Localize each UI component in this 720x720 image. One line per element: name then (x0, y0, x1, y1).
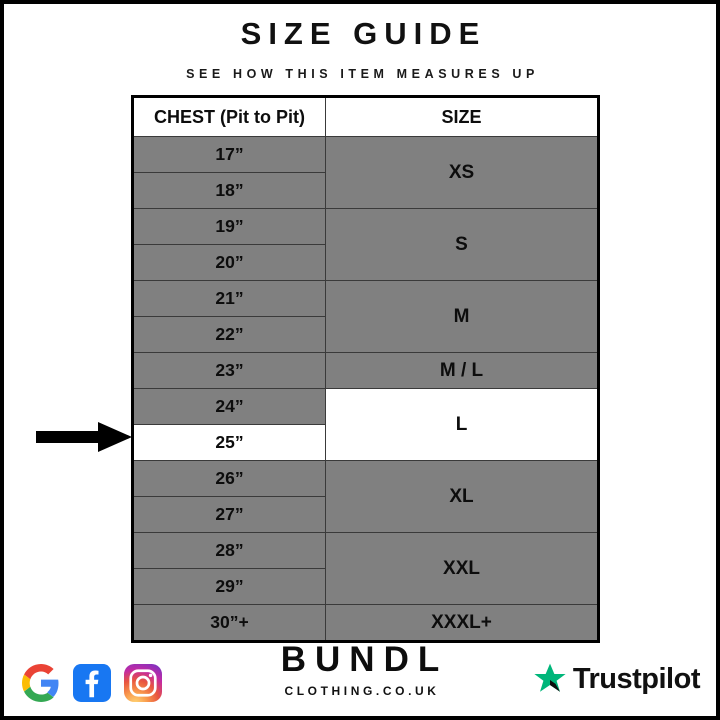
selected-row-arrow-icon (36, 422, 132, 452)
table-row: 20” (132, 244, 599, 281)
size-table-container: CHEST (Pit to Pit) SIZE 17” XS 18” 19” S 20” 2… (131, 95, 600, 643)
facebook-icon[interactable] (73, 664, 111, 702)
size-cell: S (325, 208, 599, 281)
chest-cell: 27” (132, 496, 326, 533)
chest-cell: 17” (132, 136, 326, 173)
brand-logo: BUNDL CLOTHING.CO.UK (4, 642, 716, 698)
table-row: 21” M (132, 280, 599, 353)
brand-name: BUNDL (280, 640, 449, 679)
table-row: 28” XXL (132, 532, 599, 605)
table-row: 30”+ XXXL+ (132, 604, 599, 642)
table-row: 19” S (132, 208, 599, 281)
column-header-chest: CHEST (Pit to Pit) (132, 96, 326, 137)
chest-cell: 30”+ (132, 604, 326, 642)
brand-website: CLOTHING.CO.UK (284, 684, 440, 698)
trustpilot-star-icon (534, 663, 566, 692)
chest-cell: 19” (132, 208, 326, 245)
size-cell: M (325, 280, 599, 353)
table-row: 27” (132, 496, 599, 533)
table-row: 17” XS (132, 136, 599, 209)
chest-cell: 21” (132, 280, 326, 317)
table-header-row: CHEST (Pit to Pit) SIZE (132, 96, 599, 137)
column-header-size: SIZE (325, 96, 599, 137)
size-cell: M / L (325, 352, 599, 389)
chest-cell: 20” (132, 244, 326, 281)
table-row: 26” XL (132, 460, 599, 533)
table-header: CHEST (Pit to Pit) SIZE (132, 96, 599, 137)
table-row: 23” M / L (132, 352, 599, 389)
size-table: CHEST (Pit to Pit) SIZE 17” XS 18” 19” S 20” 2… (131, 95, 600, 643)
size-cell: L (325, 388, 599, 461)
instagram-icon[interactable] (124, 664, 162, 702)
size-cell: XL (325, 460, 599, 533)
table-row: 24” L (132, 388, 599, 461)
page-subtitle: SEE HOW THIS ITEM MEASURES UP (186, 66, 539, 81)
chest-cell: 29” (132, 568, 326, 605)
chest-cell: 26” (132, 460, 326, 497)
chest-cell: 23” (132, 352, 326, 389)
footer: BUNDL CLOTHING.CO.UK Trustpilot (4, 630, 716, 716)
size-cell: XS (325, 136, 599, 209)
table-body: 17” XS 18” 19” S 20” 21” M 22” 23” M / L 24” L 25” 26”… (132, 136, 599, 642)
table-row: 25” (132, 424, 599, 461)
social-links (22, 664, 162, 702)
google-icon[interactable] (22, 664, 60, 702)
trustpilot-logo[interactable]: Trustpilot (533, 662, 701, 696)
size-cell: XXXL+ (325, 604, 599, 642)
trustpilot-label: Trustpilot (572, 662, 701, 695)
chest-cell: 22” (132, 316, 326, 353)
chest-cell: 24” (132, 388, 326, 425)
header: SIZE GUIDE SEE HOW THIS ITEM MEASURES UP (4, 4, 716, 81)
size-cell: XXL (325, 532, 599, 605)
chest-cell: 25” (132, 424, 326, 461)
chest-cell: 28” (132, 532, 326, 569)
table-row: 29” (132, 568, 599, 605)
page-title: SIZE GUIDE (240, 16, 487, 51)
table-row: 18” (132, 172, 599, 209)
chest-cell: 18” (132, 172, 326, 209)
